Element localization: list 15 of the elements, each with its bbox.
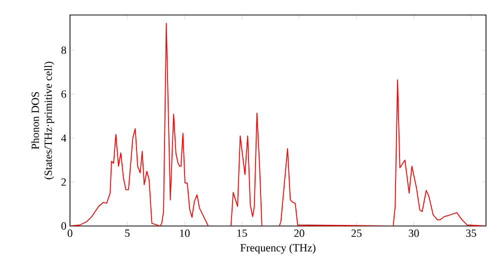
x-tick-label: 15 [237, 230, 247, 237]
y-tick-label: 4 [61, 134, 66, 142]
y-axis-title: Phonon DOS (States/THz·primitive cell) [31, 62, 54, 180]
y-tick-label: 2 [61, 178, 66, 186]
x-tick-label: 10 [180, 230, 190, 237]
x-tick-label: 35 [466, 230, 476, 237]
x-axis-title: Frequency (THz) [240, 244, 316, 254]
x-tick-label: 0 [68, 230, 72, 237]
y-tick-label: 8 [61, 46, 66, 54]
y-tick-label: 0 [61, 222, 66, 230]
x-tick-label: 5 [125, 230, 130, 237]
y-tick-label: 6 [61, 90, 66, 98]
x-tick-label: 30 [408, 230, 419, 237]
x-tick-label: 25 [352, 230, 362, 237]
x-tick-label: 20 [294, 230, 304, 237]
